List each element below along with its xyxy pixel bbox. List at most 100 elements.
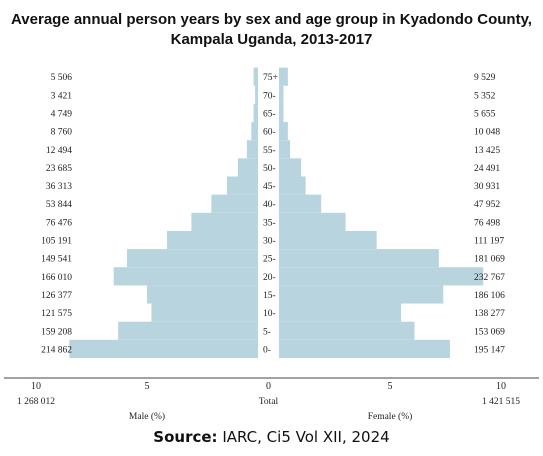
age-label: 5- [263,327,271,337]
age-label: 20- [263,273,276,283]
bar-female-0 [279,339,450,358]
source-text: IARC, Ci5 Vol XII, 2024 [217,428,390,446]
bar-male-15 [147,285,258,304]
female-person-years-label: 10 048 [474,128,500,138]
bar-female-35 [279,212,346,231]
male-person-years-label: 23 685 [46,164,72,174]
female-person-years-label: 47 952 [474,200,500,210]
female-person-years-label: 195 147 [474,345,505,355]
age-label: 30- [263,237,276,247]
bar-female-20 [279,267,484,286]
female-person-years-label: 5 655 [474,109,496,119]
bar-female-25 [279,249,439,268]
male-person-years-label: 53 844 [46,200,72,210]
bar-female-70 [279,85,284,104]
bar-male-0 [69,339,258,358]
male-bars [69,67,259,358]
bar-female-50 [279,158,302,177]
female-person-years-label: 5 352 [474,91,496,101]
male-person-years-label: 214 862 [41,345,72,355]
bar-male-5 [118,321,258,340]
bar-female-15 [279,285,444,304]
bar-female-65 [279,103,284,123]
chart-title-line: Kampala Uganda, 2013-2017 [171,31,373,48]
female-person-years-label: 153 069 [474,327,505,337]
female-person-years-label: 111 197 [474,237,504,247]
female-person-years-label: 13 425 [474,146,500,156]
female-axis-title: Female (%) [368,411,413,422]
male-person-years-label: 105 191 [41,237,72,247]
bar-female-5 [279,321,415,340]
total-label: Total [259,397,279,407]
male-person-years-label: 159 208 [41,327,72,337]
male-axis-title: Male (%) [129,411,165,422]
male-person-years-label: 3 421 [51,91,73,101]
x-tick-label: 10 [31,381,41,392]
male-person-years-label: 12 494 [46,146,72,156]
male-total-label: 1 268 012 [17,397,55,407]
bar-female-30 [279,230,377,250]
source-prefix: Source: [153,428,218,446]
female-person-years-label: 186 106 [474,291,505,301]
bar-male-60 [251,122,258,141]
x-tick-label: 0 [266,381,271,392]
age-label: 15- [263,291,276,301]
male-person-years-label: 126 377 [41,291,72,301]
bar-female-55 [279,140,291,159]
male-person-years-label: 149 541 [41,255,72,265]
bar-male-75 [253,67,258,86]
age-label: 65- [263,109,276,119]
male-person-years-label: 8 760 [51,128,73,138]
age-group-labels: 0- 5- 10- 15- 20- 25- 30- 35- 40- 45- 50- 55- 60- 65-… [263,73,278,355]
female-person-years-label: 30 931 [474,182,500,192]
bar-male-70 [255,85,258,104]
female-person-years-label: 232 767 [474,273,505,283]
female-person-years-label: 138 277 [474,309,505,319]
bar-male-55 [246,140,258,159]
age-label: 25- [263,255,276,265]
age-label: 55- [263,146,276,156]
age-label: 60- [263,128,276,138]
x-tick-label: 5 [388,381,393,392]
chart-title: Average annual person years by sex and a… [11,11,532,48]
female-person-years-label: 181 069 [474,255,505,265]
bar-male-30 [166,230,258,250]
male-person-years-label: 36 313 [46,182,72,192]
age-label: 45- [263,182,276,192]
x-axis: 10 5 0 5 10 1 268 012 1 421 515 Total Male (%) Fe… [4,377,539,422]
chart-title-line: Average annual person years by sex and a… [11,11,532,28]
bar-female-40 [279,194,322,213]
male-person-years-label: 4 749 [51,109,73,119]
age-label: 0- [263,345,271,355]
x-tick-label: 5 [145,381,150,392]
female-person-years-label: 9 529 [474,73,496,83]
age-label: 50- [263,164,276,174]
bar-male-65 [253,103,258,123]
bar-male-10 [151,303,258,322]
bar-female-60 [279,122,288,141]
bar-female-10 [279,303,402,322]
bar-male-20 [113,267,258,286]
male-person-years-label: 5 506 [51,73,73,83]
bar-female-45 [279,176,306,195]
bar-male-35 [191,212,258,231]
age-label: 10- [263,309,276,319]
bar-male-25 [127,249,259,268]
bar-male-40 [211,194,258,213]
age-label: 35- [263,218,276,228]
male-person-years-label: 166 010 [41,273,72,283]
female-bars [279,67,484,358]
male-person-years-label: 121 575 [41,309,72,319]
age-label: 40- [263,200,276,210]
female-total-label: 1 421 515 [482,397,520,407]
male-person-years-label: 76 476 [46,218,72,228]
x-tick-label: 10 [496,381,506,392]
female-person-years-label: 24 491 [474,164,500,174]
source-caption: Source: IARC, Ci5 Vol XII, 2024 [0,428,543,446]
age-label: 75+ [263,73,278,83]
male-value-labels: 214 862 159 208 121 575 126 377 166 010 149 5… [41,73,72,355]
female-value-labels: 195 147 153 069 138 277 186 106 232 767 181 0… [474,73,505,355]
bar-female-75 [279,67,288,86]
female-person-years-label: 76 498 [474,218,500,228]
bar-male-45 [226,176,258,195]
